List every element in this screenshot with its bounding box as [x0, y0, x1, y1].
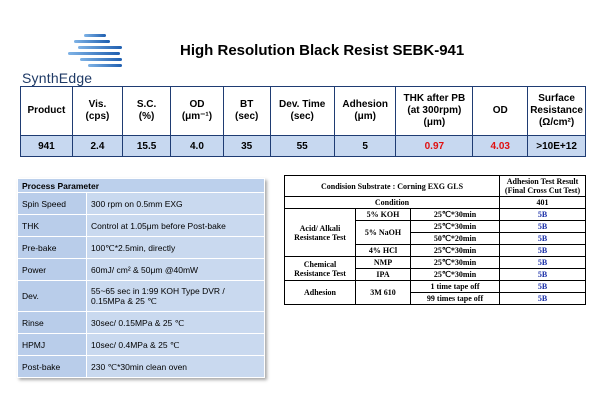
spec-value: 55	[269, 135, 335, 157]
spec-value: 4.0	[170, 135, 224, 157]
result-cell: 5B	[499, 220, 586, 233]
spec-header: Adhesion (μm)	[333, 86, 397, 136]
test-condition-cell: 25℃*30min	[409, 208, 501, 221]
spec-header: OD (μm⁻¹)	[170, 86, 224, 136]
adhesion-row: Acid/ Alkali Resistance Test 5% KOH 25℃*3…	[284, 208, 586, 257]
process-label: HPMJ	[17, 333, 87, 356]
process-parameter-table: Process Parameter Spin Speed 300 rpm on …	[17, 178, 265, 378]
chemical-cell: 5% NaOH	[355, 220, 411, 245]
logo: SynthEdge	[22, 32, 132, 92]
spec-value: 941	[20, 135, 73, 157]
result-cell: 5B	[499, 268, 586, 281]
process-value: 30sec/ 0.15MPa & 25 ℃	[86, 311, 265, 334]
spec-header: Surface Resistance (Ω/cm²)	[527, 86, 586, 136]
chemical-cell: NMP	[355, 256, 411, 269]
result-cell: 5B	[499, 256, 586, 269]
result-cell: 5B	[499, 292, 586, 305]
result-cell: 5B	[499, 208, 586, 221]
test-condition-cell: 50℃*20min	[409, 232, 501, 245]
spec-value: 15.5	[122, 135, 172, 157]
process-label: THK	[17, 214, 87, 237]
test-condition-cell: 25℃*30min	[409, 244, 501, 257]
process-row: Power 60mJ/ cm² & 50μm @40mW	[17, 258, 265, 281]
process-label: Power	[17, 258, 87, 281]
process-value: 300 rpm on 0.5mm EXG	[86, 192, 265, 215]
condition-value: 401	[499, 196, 586, 209]
spec-table: Product Vis. (cps) S.C. (%) OD (μm⁻¹) BT (se…	[20, 86, 586, 157]
condition-row: Condition 401	[283, 196, 586, 209]
chemical-cell: 4% HCl	[355, 244, 411, 257]
spec-header: Product	[20, 86, 73, 136]
adhesion-row: Adhesion 3M 610 1 time tape off 5B	[284, 280, 586, 305]
process-label: Dev.	[17, 280, 87, 312]
process-value: 55~65 sec in 1:99 KOH Type DVR /0.15MPa …	[86, 280, 265, 312]
test-condition-cell: 1 time tape off	[409, 280, 501, 293]
process-value: 100℃*2.5min, directly	[86, 236, 265, 259]
substrate-condition-header: Condision Substrate : Corning EXG GLS	[283, 175, 501, 197]
adhesion-result-header: Adhesion Test Result (Final Cross Cut Tes…	[499, 175, 586, 197]
process-row: Pre-bake 100℃*2.5min, directly	[17, 236, 265, 259]
spec-header: THK after PB (at 300rpm) (μm)	[395, 86, 474, 136]
spec-value: 35	[222, 135, 271, 157]
test-condition-cell: 99 times tape off	[409, 292, 501, 305]
adhesion-group: Adhesion	[284, 280, 356, 305]
process-label: Spin Speed	[17, 192, 87, 215]
chemical-cell: 3M 610	[355, 280, 411, 305]
chemical-cell: 5% KOH	[355, 208, 411, 221]
adhesion-row: 4% HCl 25℃*30min 5B	[285, 244, 586, 257]
spec-header-row: Product Vis. (cps) S.C. (%) OD (μm⁻¹) BT (se…	[20, 86, 586, 136]
process-value: 230 ℃*30min clean oven	[86, 355, 265, 378]
process-value: 10sec/ 0.4MPa & 25 ℃	[86, 333, 265, 356]
process-row: HPMJ 10sec/ 0.4MPa & 25 ℃	[17, 333, 265, 356]
process-label: Rinse	[17, 311, 87, 334]
process-row: Dev. 55~65 sec in 1:99 KOH Type DVR /0.1…	[17, 280, 265, 312]
spec-value: 5	[333, 135, 397, 157]
spec-value-row: 941 2.4 15.5 4.0 35 55 5 0.97 4.03 >10E+…	[20, 135, 586, 157]
chemical-resistance-group: Chemical Resistance Test	[284, 256, 356, 281]
acid-alkali-group: Acid/ Alkali Resistance Test	[284, 208, 356, 257]
spec-header: OD	[472, 86, 529, 136]
process-row: Post-bake 230 ℃*30min clean oven	[17, 355, 265, 378]
brand-name: SynthEdge	[22, 70, 93, 86]
spec-value: >10E+12	[527, 135, 586, 157]
test-condition-cell: 25℃*30min	[409, 268, 501, 281]
process-row: Rinse 30sec/ 0.15MPa & 25 ℃	[17, 311, 265, 334]
spec-header: BT (sec)	[222, 86, 271, 136]
process-value: 60mJ/ cm² & 50μm @40mW	[86, 258, 265, 281]
adhesion-row: 99 times tape off 5B	[285, 292, 586, 305]
adhesion-header-row: Condision Substrate : Corning EXG GLS Ad…	[283, 175, 586, 197]
process-label: Post-bake	[17, 355, 87, 378]
spec-header: S.C. (%)	[122, 86, 172, 136]
spec-header: Vis. (cps)	[71, 86, 124, 136]
test-condition-cell: 25℃*30min	[409, 220, 501, 233]
spec-value: 2.4	[71, 135, 124, 157]
result-cell: 5B	[499, 232, 586, 245]
result-cell: 5B	[499, 280, 586, 293]
adhesion-test-table: Condision Substrate : Corning EXG GLS Ad…	[283, 175, 586, 305]
process-row: THK Control at 1.05μm before Post-bake	[17, 214, 265, 237]
process-title: Process Parameter	[17, 178, 265, 193]
logo-mark-icon	[64, 32, 128, 74]
spec-value-highlight: 4.03	[472, 135, 529, 157]
adhesion-row: Chemical Resistance Test NMP 25℃*30min 5B	[284, 256, 586, 281]
result-cell: 5B	[499, 244, 586, 257]
process-value: Control at 1.05μm before Post-bake	[86, 214, 265, 237]
test-condition-cell: 25℃*30min	[409, 256, 501, 269]
process-label: Pre-bake	[17, 236, 87, 259]
spec-value-highlight: 0.97	[395, 135, 474, 157]
process-header-row: Process Parameter	[17, 178, 265, 193]
page-title: High Resolution Black Resist SEBK-941	[180, 42, 465, 59]
adhesion-row: 50℃*20min 5B	[285, 232, 586, 245]
spec-header: Dev. Time (sec)	[269, 86, 335, 136]
process-row: Spin Speed 300 rpm on 0.5mm EXG	[17, 192, 265, 215]
condition-label: Condition	[283, 196, 501, 209]
chemical-cell: IPA	[355, 268, 411, 281]
